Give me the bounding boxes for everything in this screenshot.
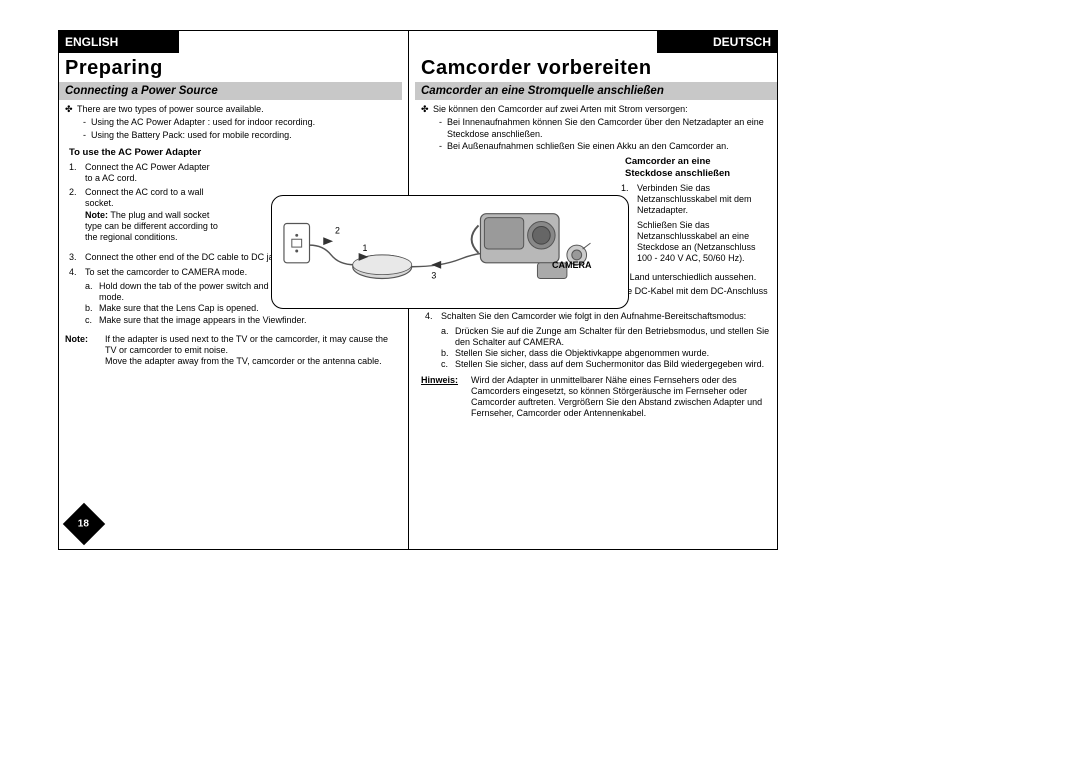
intro-sub2-left: Using the Battery Pack: used for mobile … (91, 130, 292, 141)
section-head-left: Connecting a Power Source (59, 82, 402, 100)
diagram-num-3: 3 (431, 271, 436, 281)
manual-page: ENGLISH Preparing Connecting a Power Sou… (58, 30, 778, 550)
page-number-diamond: 18 (63, 503, 105, 545)
note-label-left: Note: (65, 334, 105, 368)
subhead-left: To use the AC Power Adapter (69, 147, 396, 159)
bullet-icon: ✤ (421, 104, 433, 115)
title-left: Preparing (59, 53, 402, 82)
diagram-num-1: 1 (363, 243, 368, 253)
intro-sub1-left: Using the AC Power Adapter : used for in… (91, 117, 315, 128)
camera-label: CAMERA (552, 260, 592, 270)
intro-left: There are two types of power source avai… (77, 104, 264, 115)
lang-badge-english: ENGLISH (59, 31, 179, 53)
diagram-num-2: 2 (335, 225, 340, 235)
step2-right: Schließen Sie das Netzanschlusskabel an … (637, 220, 771, 265)
step2-left: Connect the AC cord to a wall socket.Not… (85, 187, 219, 243)
step1-right: Verbinden Sie das Netzanschlusskabel mit… (637, 183, 771, 217)
intro-right: Sie können den Camcorder auf zwei Arten … (433, 104, 688, 115)
intro-sub2-right: Bei Außenaufnahmen schließen Sie einen A… (447, 141, 729, 152)
intro-sub1-right: Bei Innenaufnahmen können Sie den Camcor… (447, 117, 771, 140)
hinweis2-right: Wird der Adapter in unmittelbarer Nähe e… (471, 375, 771, 420)
step4c-left: Make sure that the image appears in the … (99, 315, 306, 326)
step4b-left: Make sure that the Lens Cap is opened. (99, 303, 259, 314)
title-right: Camcorder vorbereiten (415, 53, 777, 82)
section-head-right: Camcorder an eine Stromquelle anschließe… (415, 82, 777, 100)
note1-left: If the adapter is used next to the TV or… (105, 334, 396, 368)
hinweis-label-2: Hinweis: (421, 375, 471, 420)
step4-right: Schalten Sie den Camcorder wie folgt in … (441, 311, 771, 322)
subhead-right: Camcorder an eineSteckdose anschließen (625, 156, 771, 180)
step4a-right: Drücken Sie auf die Zunge am Schalter fü… (455, 326, 771, 349)
bullet-icon: ✤ (65, 104, 77, 115)
step4b-right: Stellen Sie sicher, dass die Objektivkap… (455, 348, 709, 359)
lang-badge-deutsch: DEUTSCH (657, 31, 777, 53)
step1-left: Connect the AC Power Adapter to a AC cor… (85, 162, 219, 185)
step4c-right: Stellen Sie sicher, dass auf dem Sucherm… (455, 359, 764, 370)
connection-diagram: 2 1 3 CAMERA (271, 195, 629, 309)
